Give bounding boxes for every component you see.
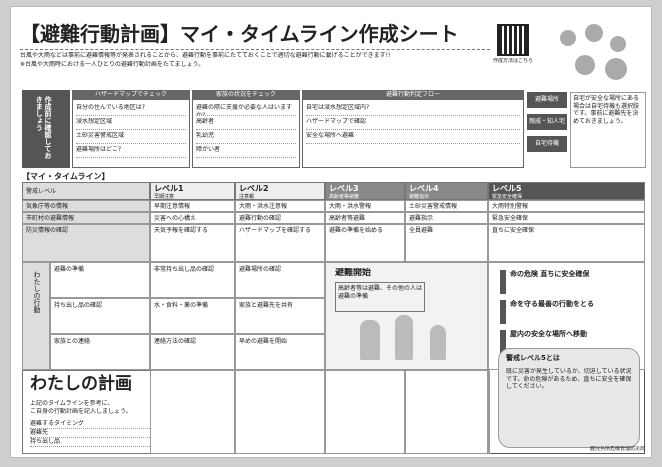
cell: 天気予報を確認する xyxy=(150,224,235,262)
action-cell: 早めの避難を開始 xyxy=(235,334,325,370)
action-label: 避難の準備 xyxy=(50,262,150,298)
panel-item: 自宅は浸水想定区域内? xyxy=(306,104,520,116)
panel-title: 避難行動判定フロー xyxy=(302,90,524,100)
panel-item: 浸水想定区域 xyxy=(76,118,186,130)
cell: 避難指示 xyxy=(405,212,488,224)
subtitle: 台風や大雨などは事前に避難情報等が発表されることから、避難行動を事前にたてておく… xyxy=(20,52,391,59)
panel-title: ハザードマップでチェック xyxy=(72,90,190,100)
plan-cell xyxy=(150,370,235,454)
panel-item: 避難の際に支援が必要な人はいますか? xyxy=(196,104,296,116)
cell: 大雨・洪水警報 xyxy=(325,200,405,212)
cell: 全員避難 xyxy=(405,224,488,262)
evac-title: 避難開始 xyxy=(335,268,372,278)
corner: 警戒レベル xyxy=(22,182,150,200)
illustration xyxy=(610,36,626,52)
qr-caption: 作成方法はこちら xyxy=(492,58,533,64)
plan-cell xyxy=(325,370,405,454)
plan-item: 持ち出し品 xyxy=(30,438,150,447)
rule xyxy=(20,49,490,50)
level-header: レベル5 緊急安全確保 xyxy=(488,182,645,200)
figure xyxy=(360,320,380,360)
evac-text: 高齢者等は避難、その他の人は避難の準備 xyxy=(335,282,425,312)
cell: 緊急安全確保 xyxy=(488,212,645,224)
panel-item: 土砂災害警戒区域 xyxy=(76,132,186,144)
cell: 高齢者等避難 xyxy=(325,212,405,224)
cell: 早期注意情報 xyxy=(150,200,235,212)
level-header: レベル2 注意報 xyxy=(235,182,325,200)
level5-text: 既に災害が発生しているか、切迫している状況です。命の危険があるため、直ちに安全を… xyxy=(506,368,632,390)
row-label: 市町村の避難情報 xyxy=(22,212,150,224)
plan-cell xyxy=(405,370,488,454)
plan-cell xyxy=(235,370,325,454)
cell: ハザードマップを確認する xyxy=(235,224,325,262)
action-label: 持ち出し品の確認 xyxy=(50,298,150,334)
plan-text: 上記のタイムラインを参考に、 xyxy=(30,400,114,407)
level5-note xyxy=(498,348,640,448)
panel-item: 自分の住んでいる地区は? xyxy=(76,104,186,116)
level-header: レベル4 避難指示 xyxy=(405,182,488,200)
title: 【避難行動計画】マイ・タイムライン作成シート xyxy=(20,22,459,46)
warning: 屋内の安全な場所へ移動 xyxy=(500,330,635,354)
panel-item: 安全な場所へ避難 xyxy=(306,132,520,144)
action-label: 家族との連絡 xyxy=(50,334,150,370)
plan-item: 避難先 xyxy=(30,429,150,438)
note-label: 避難場所 xyxy=(527,92,567,108)
level-header: レベル1 早期注意 xyxy=(150,182,235,200)
warning: 命を守る最善の行動をとる xyxy=(500,300,635,324)
action-cell: 水・食料・薬の準備 xyxy=(150,298,235,334)
level-sub: 注意報 xyxy=(239,194,255,200)
illustration xyxy=(575,55,595,75)
level5-title: 警戒レベル5とは xyxy=(506,354,560,362)
panel-title: 家族の状況をチェック xyxy=(192,90,300,100)
action-cell: 非常持ち出し品の確認 xyxy=(150,262,235,298)
level-name: レベル5 xyxy=(492,184,522,193)
illustration xyxy=(560,30,576,46)
level-name: レベル2 xyxy=(239,184,269,193)
panel-item: 乳幼児 xyxy=(196,132,296,144)
cell: 土砂災害警戒情報 xyxy=(405,200,488,212)
plan-title: わたしの計画 xyxy=(30,374,132,394)
panel-item: 避難場所はどこ? xyxy=(76,146,186,158)
cell: 避難の準備を始める xyxy=(325,224,405,262)
cell: 大雨・洪水注意報 xyxy=(235,200,325,212)
note-text: 自宅が安全な場所にある場合は自宅待機も選択肢です。事前に避難先を決めておきましょ… xyxy=(570,92,646,168)
qr-code xyxy=(497,24,529,56)
timeline-title: 【マイ・タイムライン】 xyxy=(22,172,110,181)
level-name: レベル1 xyxy=(154,184,184,193)
level-sub: 緊急安全確保 xyxy=(492,194,523,200)
note-label: 自宅待機 xyxy=(527,136,567,152)
plan-item: 避難するタイミング xyxy=(30,420,150,429)
panel-item: 高齢者 xyxy=(196,118,296,130)
warning: 命の危険 直ちに安全確保 xyxy=(500,270,635,294)
row-label: 防災情報の確認 xyxy=(22,224,150,262)
level-sub: 避難指示 xyxy=(409,194,430,200)
subtitle: ※台風や大雨時における一人ひとりの避難行動計画をたてましょう。 xyxy=(20,61,205,68)
row-label: 気象庁等の情報 xyxy=(22,200,150,212)
cell: 避難行動の確認 xyxy=(235,212,325,224)
side-panel: 作成前に確認しておきましょう xyxy=(22,90,70,168)
level-header: レベル3 高齢者等避難 xyxy=(325,182,405,200)
action-cell: 連絡方法の確認 xyxy=(150,334,235,370)
actions-label: わたしの行動 xyxy=(22,262,50,370)
panel-item: 障がい者 xyxy=(196,146,296,158)
level-sub: 高齢者等避難 xyxy=(329,194,360,200)
note-label: 親戚・知人宅 xyxy=(527,114,567,130)
level-name: レベル4 xyxy=(409,184,439,193)
level-sub: 早期注意 xyxy=(154,194,175,200)
figure xyxy=(430,325,446,360)
action-cell: 避難場所の確認 xyxy=(235,262,325,298)
figure xyxy=(395,315,413,360)
footer: 鹿児島県危機管理防災局 xyxy=(589,446,645,452)
plan-cell xyxy=(488,370,490,454)
action-cell: 家族と避難先を共有 xyxy=(235,298,325,334)
illustration xyxy=(605,58,627,80)
illustration xyxy=(585,24,603,42)
panel-item: ハザードマップで確認 xyxy=(306,118,520,130)
level-name: レベル3 xyxy=(329,184,359,193)
cell: 大雨特別警報 xyxy=(488,200,645,212)
cell: 直ちに安全確保 xyxy=(488,224,645,262)
plan-text: ご自身の行動計画を記入しましょう。 xyxy=(30,408,132,415)
cell: 災害への心構え xyxy=(150,212,235,224)
